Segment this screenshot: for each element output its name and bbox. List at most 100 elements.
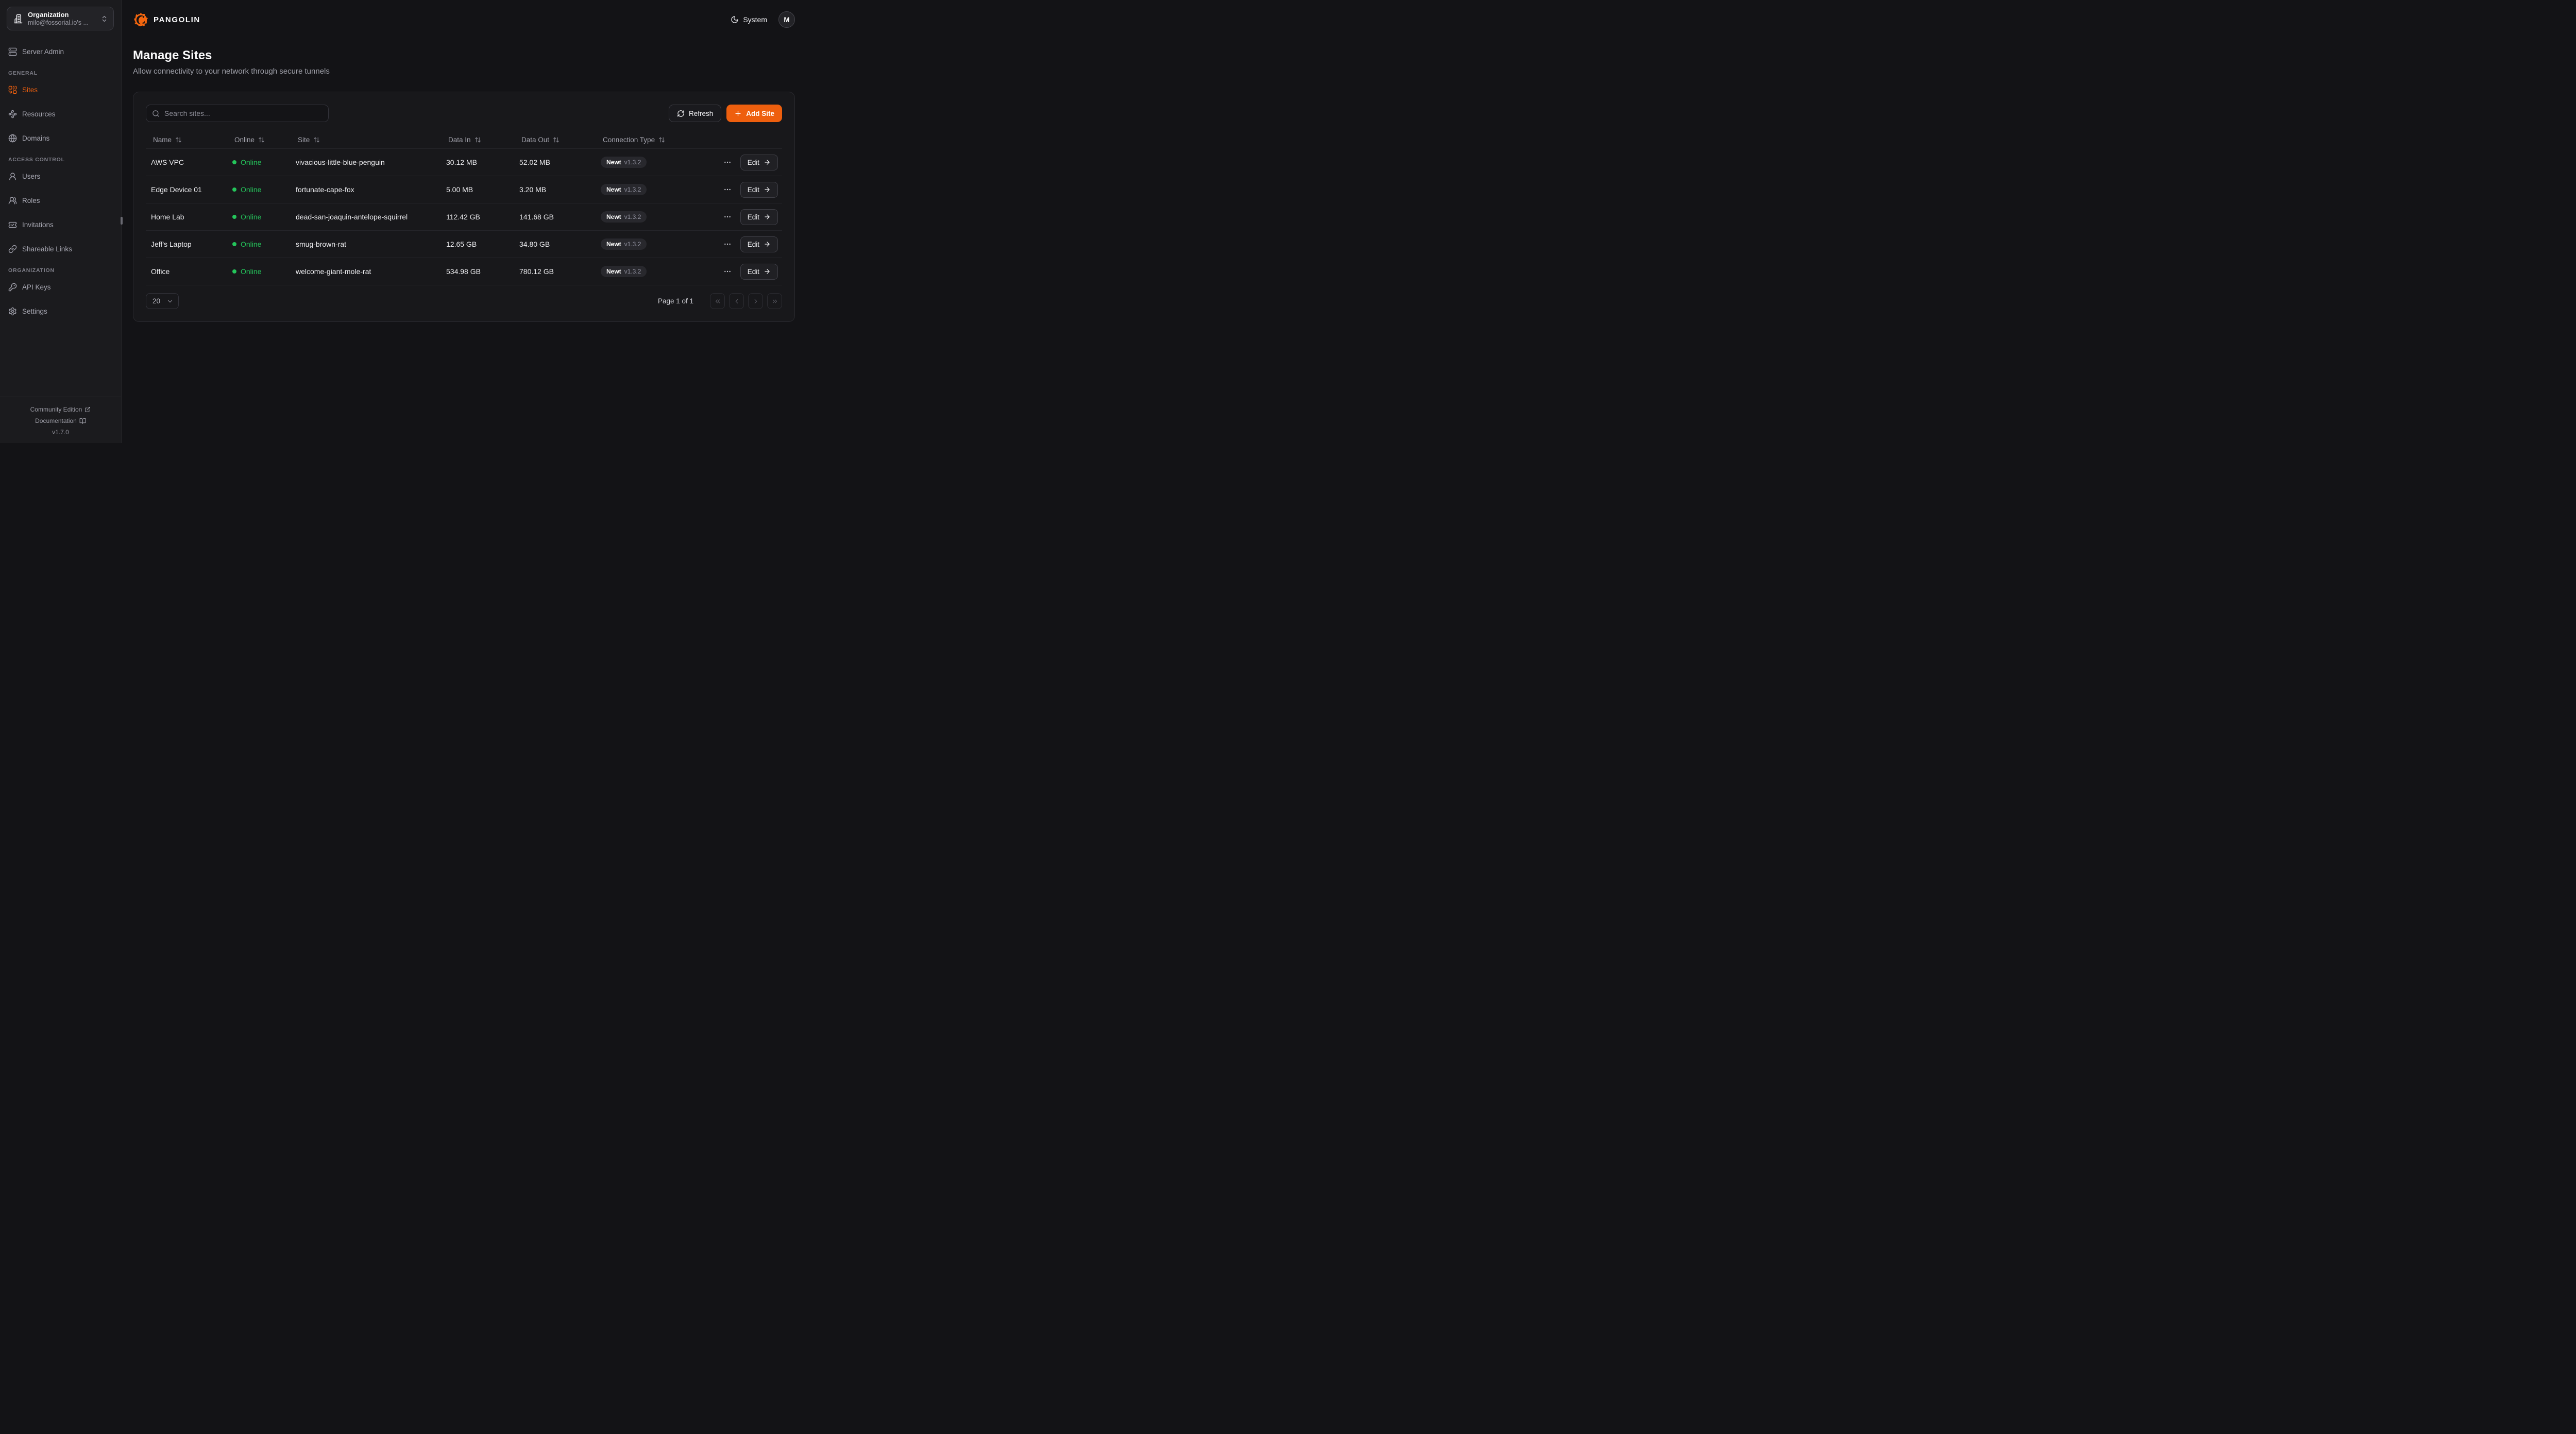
combine-icon xyxy=(8,86,17,94)
page-title: Manage Sites xyxy=(133,48,212,62)
arrow-up-down-icon xyxy=(258,136,265,143)
sidebar-item-domains[interactable]: Domains xyxy=(7,132,114,144)
theme-toggle[interactable]: System xyxy=(731,15,767,24)
column-header-connection-type[interactable]: Connection Type xyxy=(596,136,717,144)
site-name: Office xyxy=(151,267,170,276)
row-menu-button[interactable] xyxy=(722,184,733,195)
sidebar-item-api-keys[interactable]: API Keys xyxy=(7,281,114,293)
first-page-button[interactable] xyxy=(710,293,725,309)
sidebar-item-users[interactable]: Users xyxy=(7,170,114,182)
sidebar-item-sites[interactable]: Sites xyxy=(7,83,114,96)
book-open-icon xyxy=(79,418,86,424)
page-status: Page 1 of 1 xyxy=(657,297,693,305)
ticket-check-icon xyxy=(8,220,17,229)
column-header-data-in[interactable]: Data In xyxy=(441,136,514,144)
add-site-button[interactable]: Add Site xyxy=(726,105,782,122)
connection-type-badge: Newt v1.3.2 xyxy=(601,157,647,168)
edit-button[interactable]: Edit xyxy=(740,236,778,252)
sidebar-item-label: Domains xyxy=(22,134,50,142)
sidebar-item-label: Resources xyxy=(22,110,56,118)
sidebar-item-server-admin[interactable]: Server Admin xyxy=(7,45,114,58)
sidebar-item-resources[interactable]: Resources xyxy=(7,108,114,120)
sidebar-item-roles[interactable]: Roles xyxy=(7,194,114,207)
table-footer: 20 Page 1 of 1 xyxy=(146,293,782,309)
page-size-select[interactable]: 20 xyxy=(146,293,179,309)
site-name: Jeff's Laptop xyxy=(151,240,192,248)
site-slug: dead-san-joaquin-antelope-squirrel xyxy=(296,213,408,221)
next-page-button[interactable] xyxy=(748,293,763,309)
data-out-value: 52.02 MB xyxy=(519,158,550,166)
ellipsis-icon xyxy=(724,161,731,163)
avatar[interactable]: M xyxy=(778,11,795,28)
page-subtitle: Allow connectivity to your network throu… xyxy=(133,67,330,76)
sidebar-item-shareable-links[interactable]: Shareable Links xyxy=(7,243,114,255)
building-icon xyxy=(13,14,23,24)
site-slug: fortunate-cape-fox xyxy=(296,185,354,194)
org-selector[interactable]: Organization milo@fossorial.io's ... xyxy=(7,7,114,30)
table-header-row: Name Online Site Data In Data Out xyxy=(146,131,782,149)
table-row: Jeff's Laptop Online smug-brown-rat 12.6… xyxy=(146,231,782,258)
sidebar-item-label: Invitations xyxy=(22,220,54,229)
sidebar-item-label: Users xyxy=(22,172,41,180)
org-selector-label: Organization xyxy=(28,10,69,19)
sidebar-item-invitations[interactable]: Invitations xyxy=(7,218,114,231)
status-badge: Online xyxy=(227,240,291,248)
search-icon xyxy=(152,110,160,117)
edit-button[interactable]: Edit xyxy=(740,263,778,280)
chevron-left-icon xyxy=(735,299,738,303)
topbar: PANGOLIN System M xyxy=(133,0,795,37)
row-menu-button[interactable] xyxy=(722,157,733,167)
column-header-site[interactable]: Site xyxy=(291,136,441,144)
data-out-value: 780.12 GB xyxy=(519,267,554,276)
online-dot-icon xyxy=(232,215,236,219)
edit-button[interactable]: Edit xyxy=(740,181,778,198)
data-in-value: 12.65 GB xyxy=(446,240,477,248)
org-selector-value: milo@fossorial.io's ... xyxy=(28,19,89,26)
row-menu-button[interactable] xyxy=(722,239,733,249)
section-label-general: GENERAL xyxy=(8,70,38,76)
row-menu-button[interactable] xyxy=(722,212,733,222)
sidebar-item-label: API Keys xyxy=(22,283,51,291)
user-icon xyxy=(8,172,17,181)
documentation-link[interactable]: Documentation xyxy=(5,415,116,426)
column-header-online[interactable]: Online xyxy=(227,136,291,144)
connection-type-badge: Newt v1.3.2 xyxy=(601,184,647,195)
table-row: Home Lab Online dead-san-joaquin-antelop… xyxy=(146,203,782,231)
search-input[interactable] xyxy=(164,109,323,117)
previous-page-button[interactable] xyxy=(729,293,744,309)
edit-button[interactable]: Edit xyxy=(740,209,778,225)
data-in-value: 112.42 GB xyxy=(446,213,480,221)
status-badge: Online xyxy=(227,267,291,276)
online-dot-icon xyxy=(232,160,236,164)
site-slug: smug-brown-rat xyxy=(296,240,347,248)
users-icon xyxy=(8,196,17,205)
main-content: PANGOLIN System M Manage Sites Allow con… xyxy=(122,0,808,443)
external-link-icon xyxy=(84,406,91,413)
search-box xyxy=(146,105,329,122)
data-out-value: 141.68 GB xyxy=(519,213,554,221)
arrow-up-down-icon xyxy=(553,136,560,143)
theme-label: System xyxy=(743,15,767,24)
status-badge: Online xyxy=(227,158,291,166)
row-menu-button[interactable] xyxy=(722,266,733,277)
site-name: Edge Device 01 xyxy=(151,185,202,194)
edit-button[interactable]: Edit xyxy=(740,154,778,170)
arrow-up-down-icon xyxy=(658,136,665,143)
column-header-data-out[interactable]: Data Out xyxy=(514,136,596,144)
section-label-access-control: ACCESS CONTROL xyxy=(8,157,65,163)
community-edition-link[interactable]: Community Edition xyxy=(5,404,116,415)
ellipsis-icon xyxy=(724,189,731,191)
sidebar-item-settings[interactable]: Settings xyxy=(7,305,114,317)
column-header-name[interactable]: Name xyxy=(146,136,227,144)
data-out-value: 34.80 GB xyxy=(519,240,550,248)
ellipsis-icon xyxy=(724,216,731,218)
chevron-right-icon xyxy=(754,299,757,303)
last-page-button[interactable] xyxy=(767,293,782,309)
data-in-value: 30.12 MB xyxy=(446,158,477,166)
sidebar-resize-handle[interactable] xyxy=(121,217,123,225)
sidebar-item-label: Server Admin xyxy=(22,47,64,56)
refresh-button[interactable]: Refresh xyxy=(668,105,722,122)
online-dot-icon xyxy=(232,187,236,192)
section-label-organization: ORGANIZATION xyxy=(8,267,55,274)
connection-type-badge: Newt v1.3.2 xyxy=(601,238,647,250)
